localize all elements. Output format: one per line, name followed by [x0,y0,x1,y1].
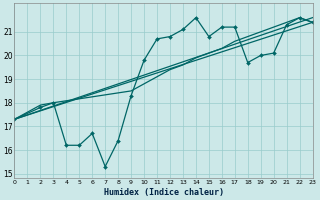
X-axis label: Humidex (Indice chaleur): Humidex (Indice chaleur) [103,188,223,197]
